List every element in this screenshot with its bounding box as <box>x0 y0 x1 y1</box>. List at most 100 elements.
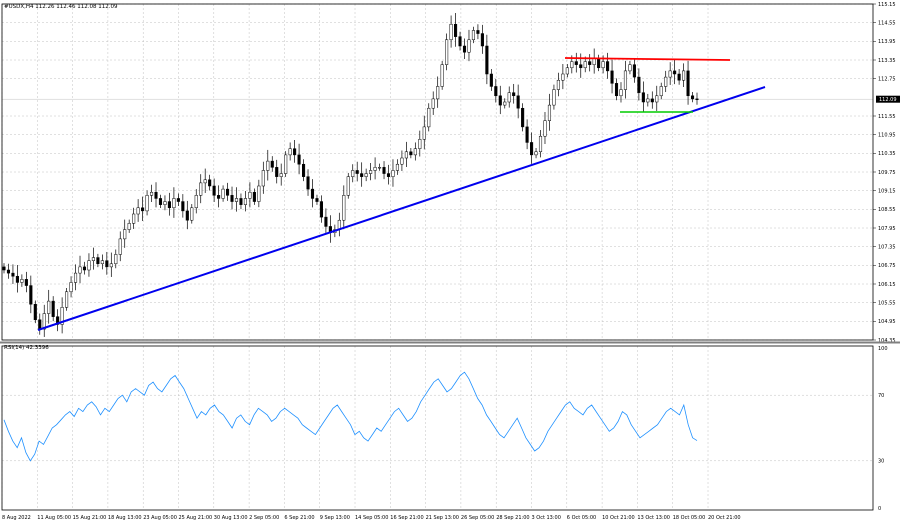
current-price-tag: 112.09 <box>876 95 900 103</box>
candle-body <box>646 98 650 103</box>
candle-body <box>436 86 440 100</box>
candle-body <box>190 207 194 221</box>
candle-body <box>87 260 91 271</box>
frames <box>0 3 900 511</box>
x-tick-label: 26 Sep 05:00 <box>461 515 494 521</box>
candle-body <box>293 148 297 156</box>
y-tick-label: 113.35 <box>878 58 896 64</box>
candle-body <box>212 185 216 196</box>
candle-body <box>628 64 632 72</box>
candle-body <box>673 70 677 75</box>
candle-body <box>355 170 359 174</box>
candle-body <box>561 73 565 81</box>
candle-body <box>610 70 614 84</box>
candle-body <box>637 76 641 93</box>
y-tick-label: 109.15 <box>878 188 896 194</box>
candle-body <box>427 107 431 128</box>
candle-body <box>42 313 46 330</box>
x-tick-label: 10 Oct 21:00 <box>602 515 635 521</box>
candle-body <box>521 107 525 128</box>
candle-body <box>194 195 198 209</box>
candle-body <box>234 198 239 202</box>
candle-body <box>208 179 212 187</box>
y-tick-label: 104.95 <box>878 319 896 325</box>
candle-body <box>252 191 256 202</box>
y-tick-label: 111.55 <box>878 114 896 120</box>
candle-body <box>60 307 64 325</box>
candle-body <box>149 191 154 196</box>
x-tick-label: 15 Aug 21:00 <box>73 515 107 521</box>
y-tick-label: 105.55 <box>878 300 896 306</box>
candle-body <box>20 279 24 283</box>
y-tick-label: 115.15 <box>878 2 896 8</box>
candle-body <box>655 95 659 103</box>
candle-body <box>6 269 11 274</box>
candle-body <box>378 167 382 169</box>
x-tick-label: 6 Sep 21:00 <box>284 515 314 521</box>
candle-body <box>404 151 408 159</box>
candle-body <box>297 154 301 165</box>
y-tick-label: 108.55 <box>878 207 896 213</box>
candle-body <box>310 188 315 199</box>
candle-body <box>78 266 82 274</box>
candle-body <box>659 86 663 97</box>
rsi-frame <box>1 345 874 511</box>
candle-body <box>498 95 502 106</box>
x-tick-label: 25 Aug 21:00 <box>179 515 213 521</box>
candle-body <box>342 195 346 221</box>
candle-body <box>695 98 699 100</box>
candle-body <box>257 185 261 202</box>
x-tick-label: 13 Oct 13:00 <box>637 515 670 521</box>
y-axis-main: 115.15 114.55 113.95 113.35 112.75 111.55 110.… <box>873 2 896 344</box>
candle-body <box>11 272 15 277</box>
candle-body <box>127 223 131 230</box>
candle-body <box>467 39 471 53</box>
candle-body <box>185 210 189 221</box>
candle-body <box>181 201 185 212</box>
candle-body <box>324 216 328 227</box>
candle-body <box>373 167 377 171</box>
candle-body <box>132 213 136 224</box>
candle-body <box>413 148 417 156</box>
candle-body <box>38 319 42 330</box>
x-tick-label: 14 Sep 05:00 <box>355 515 388 521</box>
candle-body <box>619 89 623 97</box>
candle-body <box>462 45 467 53</box>
candle-body <box>82 266 87 271</box>
candle-body <box>565 67 569 75</box>
resistance-line <box>564 57 731 61</box>
candle-body <box>65 291 69 308</box>
candle-body <box>73 272 78 283</box>
x-tick-label: 6 Oct 05:00 <box>567 515 596 521</box>
candle-body <box>105 260 109 268</box>
candle-body <box>203 179 207 184</box>
candle-body <box>2 266 6 271</box>
candle-body <box>100 260 104 265</box>
y-tick-label: 110.35 <box>878 151 896 157</box>
candle-body <box>51 300 55 317</box>
x-tick-label: 8 Aug 2022 <box>2 515 31 521</box>
x-tick-label: 2 Sep 05:00 <box>249 515 279 521</box>
candle-body <box>476 30 480 34</box>
rsi-tick-label: 0 <box>878 506 881 512</box>
candle-body <box>547 104 552 121</box>
candle-body <box>288 148 292 156</box>
candle-body <box>440 64 444 87</box>
candle-body <box>485 45 489 75</box>
candle-body <box>431 98 435 109</box>
candle-body <box>154 191 158 199</box>
candle-body <box>507 92 511 103</box>
x-tick-label: 23 Aug 05:00 <box>143 515 177 521</box>
candle-body <box>400 157 404 165</box>
candle-body <box>364 173 368 177</box>
candle-body <box>597 58 601 69</box>
x-axis: 8 Aug 2022 11 Aug 05:00 15 Aug 21:00 18 Aug… <box>2 515 741 521</box>
candle-body <box>552 89 556 106</box>
candle-body <box>471 30 476 41</box>
candle-body <box>145 195 149 212</box>
x-tick-label: 18 Aug 13:00 <box>108 515 142 521</box>
candle-body <box>686 70 690 97</box>
candle-body <box>458 36 462 47</box>
candle-body <box>163 201 167 205</box>
